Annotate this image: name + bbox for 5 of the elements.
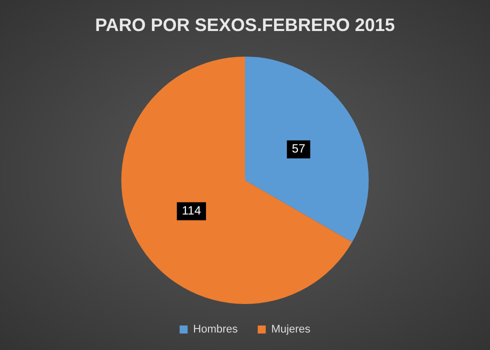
legend-label: Hombres <box>193 324 238 336</box>
chart-title: PARO POR SEXOS.FEBRERO 2015 <box>95 14 395 35</box>
legend-label: Mujeres <box>271 324 311 336</box>
data-label: 57 <box>292 142 306 156</box>
data-label: 114 <box>182 204 202 218</box>
